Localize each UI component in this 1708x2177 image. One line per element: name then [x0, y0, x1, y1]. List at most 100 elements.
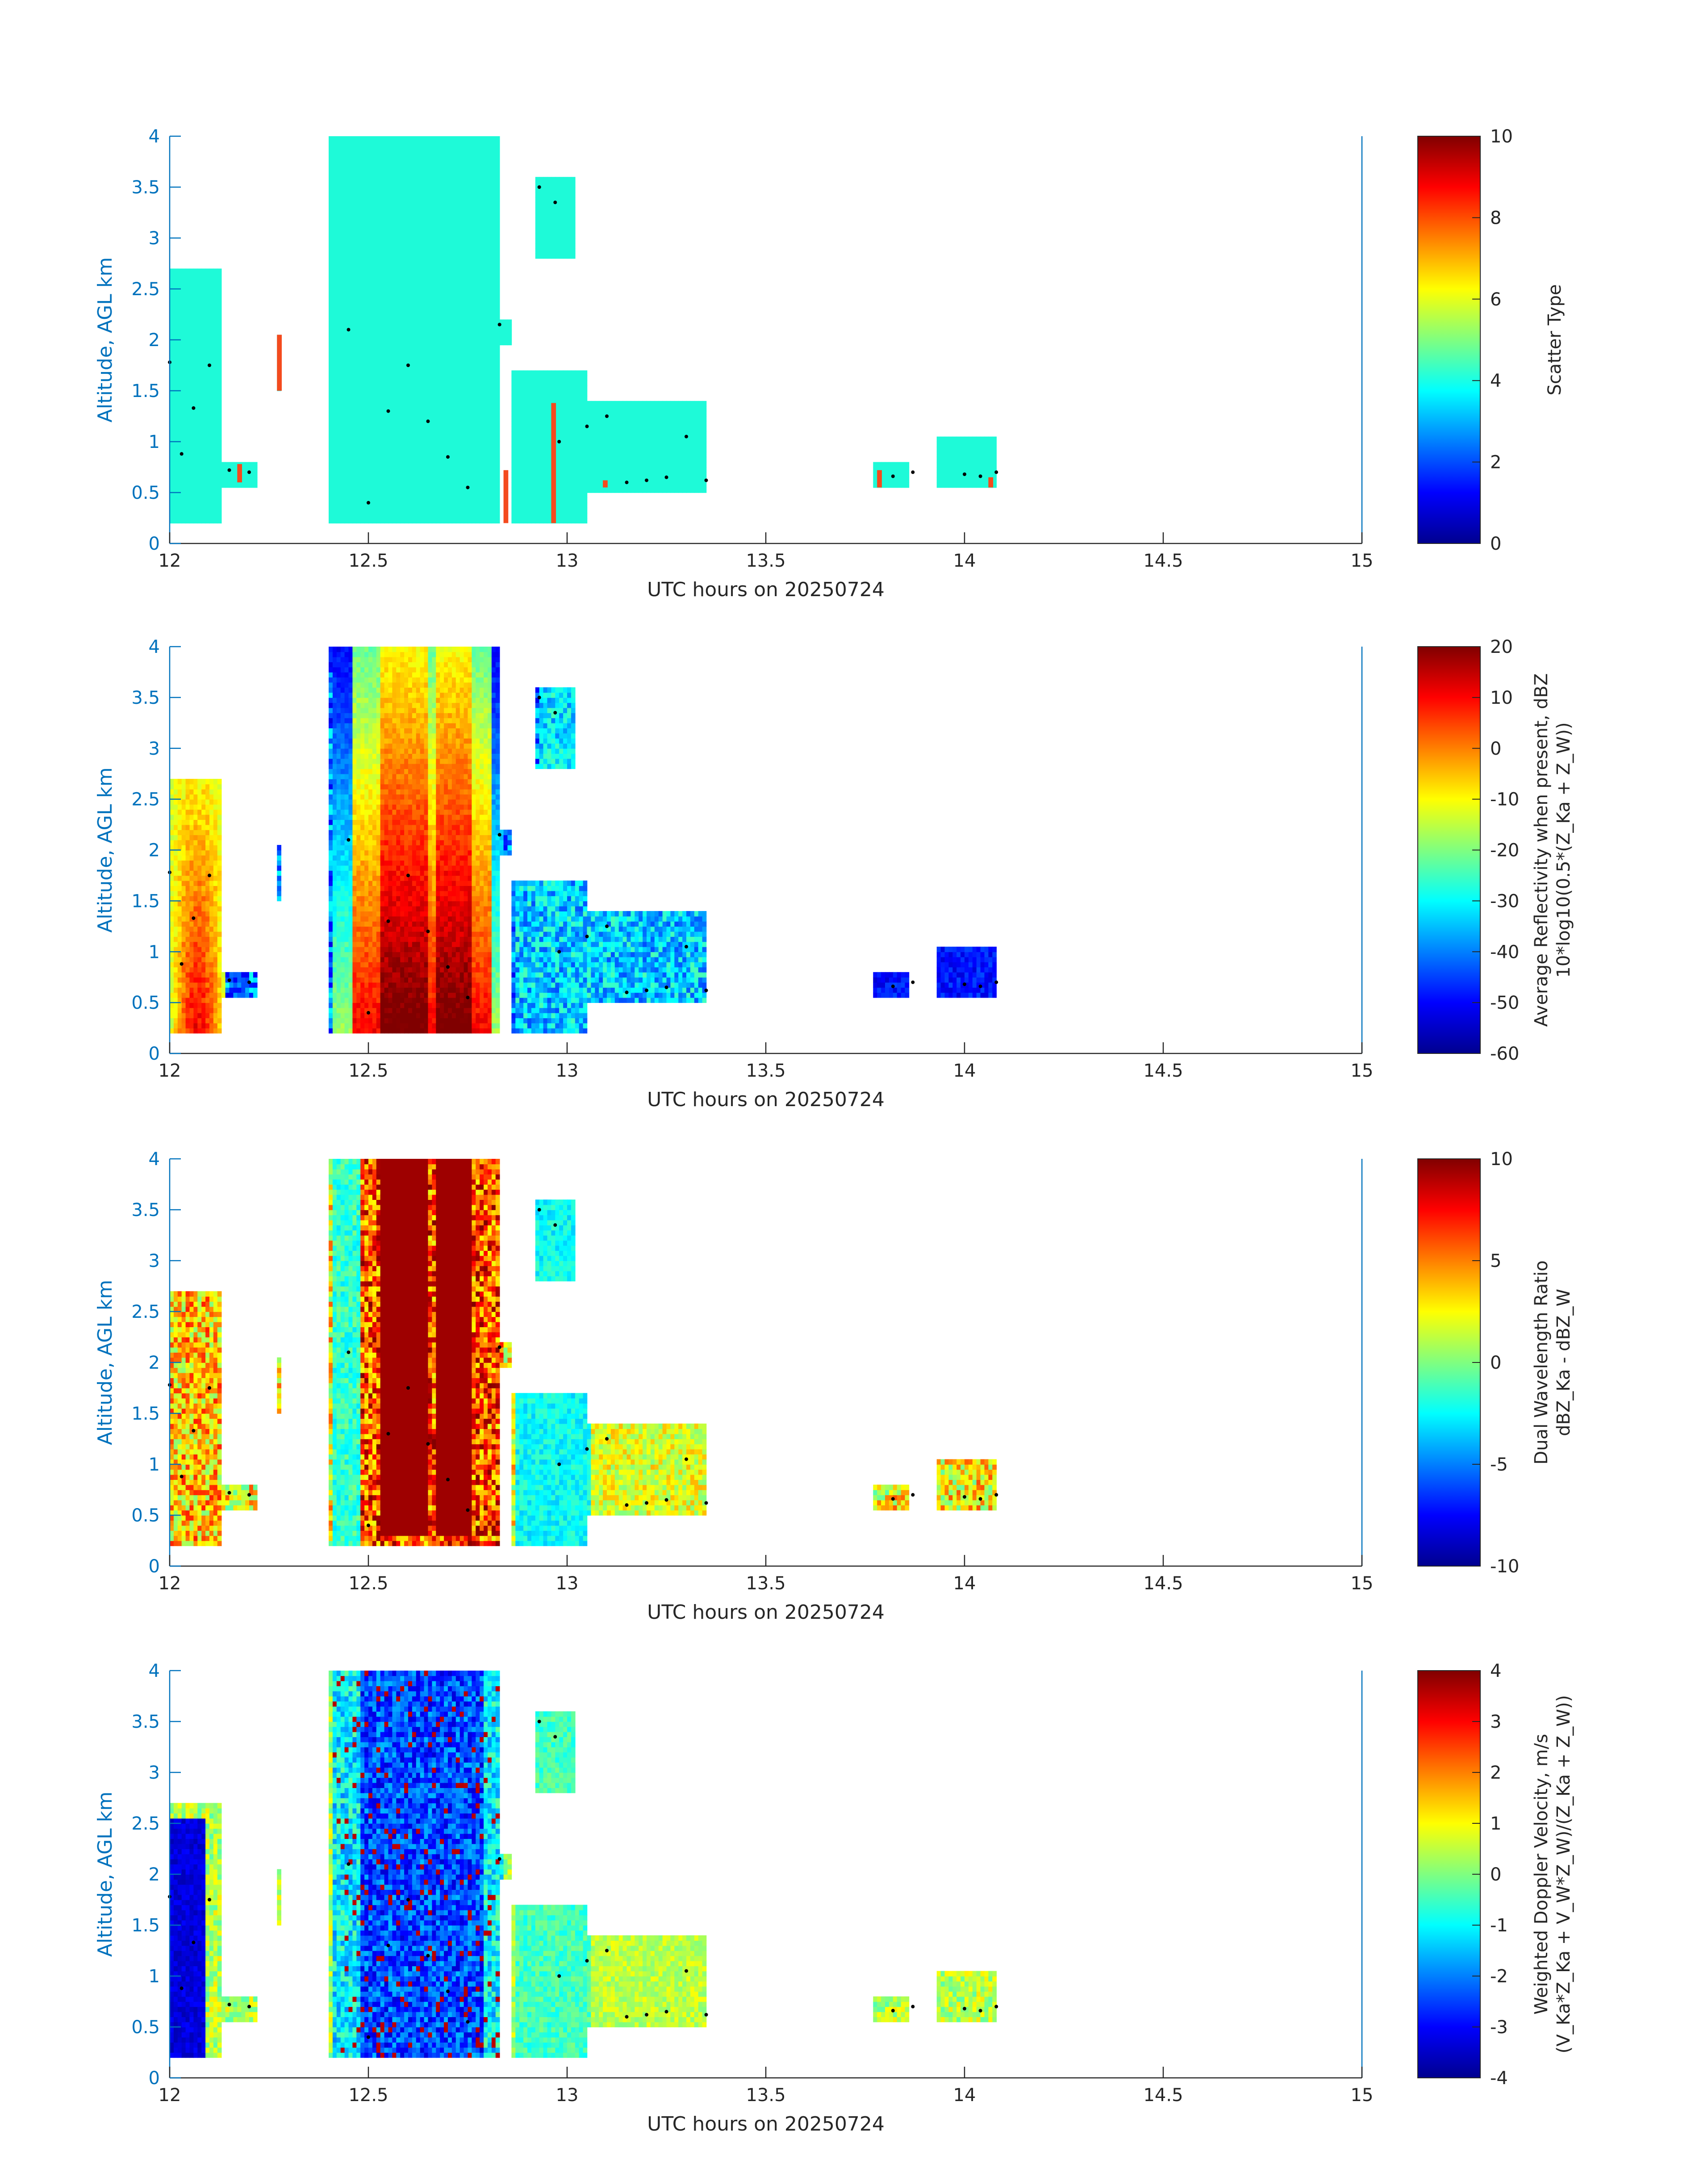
heatmap-cell	[432, 167, 436, 172]
heatmap-cell	[345, 151, 349, 157]
heatmap-cell	[174, 370, 178, 376]
heatmap-cell	[555, 243, 560, 248]
heatmap-cell	[412, 513, 417, 518]
heatmap-cell	[174, 325, 178, 330]
heatmap-cell	[190, 355, 194, 360]
heatmap-cell	[527, 447, 532, 452]
heatmap-cell	[551, 386, 555, 391]
heatmap-cell	[333, 360, 337, 366]
heatmap-cell	[380, 228, 385, 233]
heatmap-cell	[197, 518, 202, 523]
heatmap-cell	[599, 482, 603, 488]
heatmap-cell	[388, 416, 393, 422]
heatmap-cell	[436, 208, 440, 213]
heatmap-cell	[428, 462, 433, 468]
heatmap-cell	[392, 243, 397, 248]
heatmap-cell	[380, 238, 385, 243]
heatmap-cell	[555, 223, 560, 228]
heatmap-cell	[476, 325, 480, 330]
heatmap-cell	[436, 401, 440, 406]
heatmap-cell	[639, 477, 643, 483]
heatmap-cell	[341, 248, 345, 254]
heatmap-cell	[567, 370, 572, 376]
heatmap-cell	[182, 488, 186, 493]
heatmap-cell	[392, 416, 397, 422]
heatmap-cell	[360, 421, 365, 426]
heatmap-cell	[400, 243, 405, 248]
heatmap-cell	[372, 330, 377, 335]
heatmap-cell	[213, 350, 218, 355]
heatmap-cell	[396, 442, 401, 447]
heatmap-cell	[452, 396, 456, 401]
heatmap-cell	[456, 238, 460, 243]
heatmap-cell	[412, 263, 417, 269]
heatmap-cell	[396, 462, 401, 468]
heatmap-cell	[444, 151, 448, 157]
heatmap-cell	[563, 508, 568, 513]
heatmap-cell	[380, 497, 385, 503]
heatmap-cell	[190, 518, 194, 523]
heatmap-cell	[543, 248, 548, 254]
heatmap-cell	[182, 268, 186, 274]
heatmap-cell	[547, 177, 552, 182]
heatmap-cell	[539, 457, 544, 462]
heatmap-cell	[201, 335, 206, 340]
heatmap-cell	[416, 426, 421, 432]
heatmap-cell	[460, 497, 464, 503]
heatmap-cell	[452, 213, 456, 218]
heatmap-cell	[364, 447, 369, 452]
heatmap-cell	[404, 462, 409, 468]
heatmap-cell	[345, 202, 349, 208]
heatmap-cell	[360, 452, 365, 457]
heatmap-cell	[329, 411, 333, 417]
heatmap-cell	[523, 426, 528, 432]
heatmap-cell	[186, 493, 190, 498]
heatmap-cell	[535, 421, 540, 426]
heatmap-cell	[356, 141, 361, 146]
heatmap-cell	[360, 187, 365, 192]
heatmap-cell	[190, 493, 194, 498]
heatmap-cell	[448, 340, 452, 345]
heatmap-cell	[472, 360, 476, 366]
heatmap-cell	[337, 340, 341, 345]
heatmap-cell	[539, 208, 544, 213]
heatmap-cell	[424, 497, 429, 503]
heatmap-cell	[408, 431, 413, 437]
heatmap-cell	[567, 391, 572, 396]
heatmap-cell	[400, 497, 405, 503]
heatmap-cell	[404, 233, 409, 238]
heatmap-cell	[380, 421, 385, 426]
heatmap-cell	[388, 488, 393, 493]
heatmap-cell	[607, 457, 611, 462]
heatmap-cell	[575, 493, 580, 498]
heatmap-cell	[456, 355, 460, 360]
heatmap-cell	[349, 411, 353, 417]
heatmap-cell	[420, 350, 425, 355]
heatmap-cell	[543, 472, 548, 477]
heatmap-cell	[488, 233, 492, 238]
heatmap-cell	[388, 472, 393, 477]
heatmap-cell	[356, 513, 361, 518]
heatmap-cell	[337, 243, 341, 248]
heatmap-cell	[496, 518, 500, 523]
heatmap-cell	[472, 406, 476, 411]
heatmap-cell	[448, 386, 452, 391]
heatmap-cell	[186, 268, 190, 274]
heatmap-cell	[356, 370, 361, 376]
heatmap-cell	[515, 513, 520, 518]
heatmap-cell	[448, 202, 452, 208]
heatmap-cell	[460, 442, 464, 447]
heatmap-cell	[205, 345, 210, 350]
heatmap-cell	[571, 248, 576, 254]
heatmap-cell	[452, 314, 456, 320]
heatmap-cell	[197, 319, 202, 325]
heatmap-cell	[468, 503, 472, 508]
heatmap-cell	[631, 452, 635, 457]
heatmap-cell	[349, 472, 353, 477]
heatmap-cell	[492, 406, 496, 411]
heatmap-cell	[484, 208, 488, 213]
heatmap-cell	[547, 396, 552, 401]
heatmap-cell	[496, 136, 500, 142]
heatmap-cell	[627, 421, 631, 426]
heatmap-cell	[539, 217, 544, 223]
